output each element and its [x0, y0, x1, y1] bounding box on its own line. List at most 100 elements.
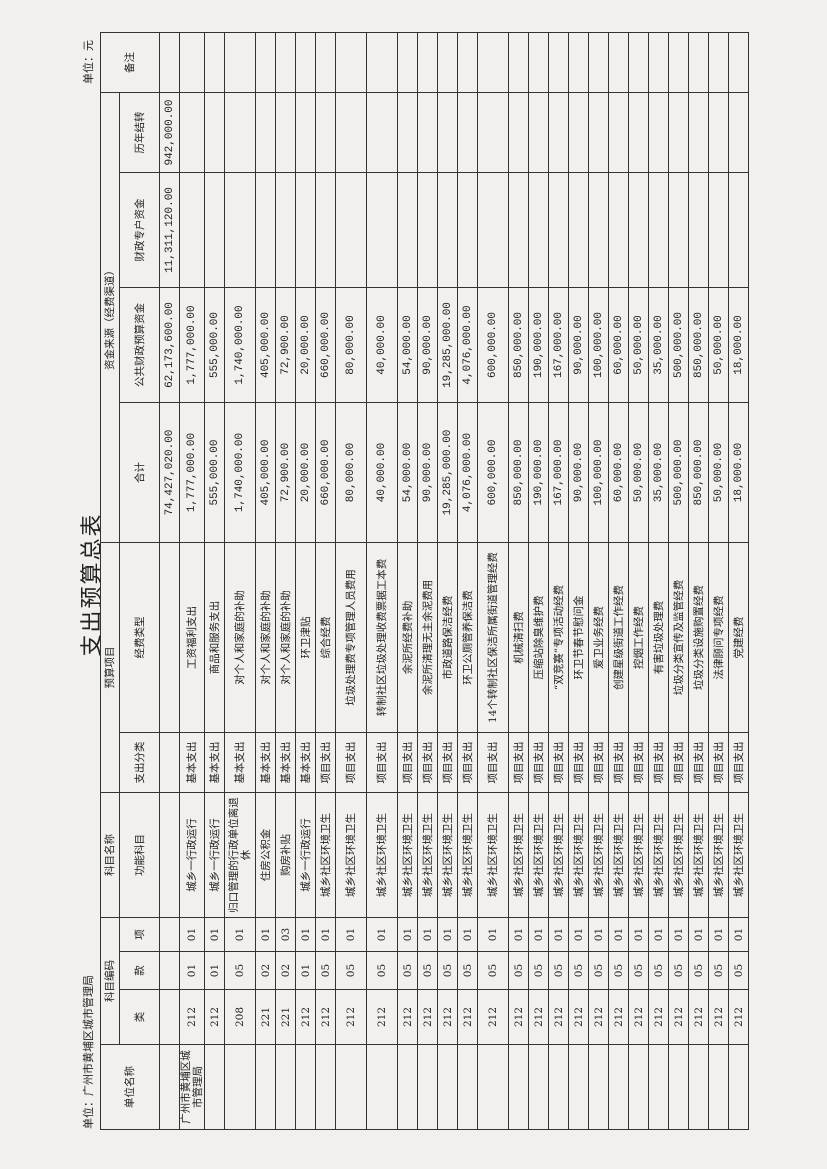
remark-cell	[728, 32, 749, 93]
kuan-cell: 05	[608, 951, 629, 990]
public-budget-cell: 90,000.00	[568, 287, 589, 403]
special-account-cell	[568, 172, 589, 288]
special-account-cell	[275, 172, 296, 288]
table-row: 212 05 01 城乡社区环境卫生 项目支出 垃圾处理费专项管理人员费用 80,000.0…	[335, 32, 367, 1130]
carryover-cell	[437, 92, 458, 173]
carryover-cell	[648, 92, 669, 173]
xiang-cell: 01	[568, 917, 589, 952]
xiang-cell: 01	[204, 917, 225, 952]
total-cell: 60,000.00	[608, 402, 629, 543]
public-budget-cell: 72,900.00	[275, 287, 296, 403]
special-account-cell	[397, 172, 418, 288]
special-account-cell	[295, 172, 316, 288]
remark-cell	[477, 32, 509, 93]
xiang-cell: 01	[179, 917, 205, 952]
special-account-cell	[315, 172, 336, 288]
total-cell: 167,000.00	[548, 402, 569, 543]
xiang-cell: 01	[608, 917, 629, 952]
function-subject-cell: 城乡社区环境卫生	[628, 792, 649, 918]
special-account-cell	[708, 172, 729, 288]
public-budget-cell: 80,000.00	[335, 287, 367, 403]
expense-class-cell: 基本支出	[295, 732, 316, 793]
header-unit-name: 单位名称	[100, 1044, 160, 1130]
fund-type-cell: 对个人和家庭的补助	[275, 542, 296, 733]
public-budget-cell: 660,000.00	[315, 287, 336, 403]
lei-cell: 212	[437, 989, 458, 1045]
carryover-cell	[668, 92, 689, 173]
public-budget-cell: 40,000.00	[366, 287, 398, 403]
special-account-cell	[688, 172, 709, 288]
unit-name-cell	[397, 1044, 418, 1130]
expense-class-cell: 基本支出	[179, 732, 205, 793]
function-subject-cell: 城乡社区环境卫生	[457, 792, 478, 918]
unit-name-cell	[457, 1044, 478, 1130]
table-row: 212 05 01 城乡社区环境卫生 项目支出 垃圾分类设施购置经费 850,000.00 8…	[688, 32, 709, 1130]
expense-class-cell: 项目支出	[648, 732, 669, 793]
table-row: 212 05 01 城乡社区环境卫生 项目支出 党建经费 18,000.00 18,000.0…	[728, 32, 749, 1130]
total-cell: 600,000.00	[477, 402, 509, 543]
expense-class-cell: 项目支出	[417, 732, 438, 793]
header-expense-class: 支出分类	[119, 732, 160, 793]
function-subject-cell: 住房公积金	[255, 792, 276, 918]
table-row: 212 05 01 城乡社区环境卫生 项目支出 法律顾问专项经费 50,000.00 50,0…	[708, 32, 729, 1130]
function-subject-cell: 城乡社区环境卫生	[548, 792, 569, 918]
remark-cell	[204, 32, 225, 93]
fund-type-cell: 环卫节春节慰问金	[568, 542, 589, 733]
public-budget-cell: 555,000.00	[204, 287, 225, 403]
xiang-cell: 03	[275, 917, 296, 952]
fund-type-cell: 对个人和家庭的补助	[224, 542, 256, 733]
function-subject-cell: 城乡社区环境卫生	[397, 792, 418, 918]
function-subject-cell: 城乡一行政运行	[295, 792, 316, 918]
special-account-cell	[528, 172, 549, 288]
carryover-cell	[179, 92, 205, 173]
fund-type-cell: 爱卫业务经费	[588, 542, 609, 733]
special-account-cell	[508, 172, 529, 288]
table-row: 221 02 01 住房公积金 基本支出 对个人和家庭的补助 405,000.00 405,0…	[255, 32, 276, 1130]
lei-cell: 212	[508, 989, 529, 1045]
carryover-cell	[708, 92, 729, 173]
fund-type-cell: 垃圾分类设施购置经费	[688, 542, 709, 733]
kuan-cell: 05	[668, 951, 689, 990]
expense-class-cell: 项目支出	[728, 732, 749, 793]
total-cell: 20,000.00	[295, 402, 316, 543]
table-row: 212 01 01 城乡一行政运行 基本支出 商品和服务支出 555,000.00 555,0…	[204, 32, 225, 1130]
carryover-cell	[457, 92, 478, 173]
table-row: 212 05 01 城乡社区环境卫生 项目支出 余泥所清理无主余泥费用 90,000.00 9…	[417, 32, 438, 1130]
carryover-cell	[417, 92, 438, 173]
public-budget-cell: 850,000.00	[688, 287, 709, 403]
unit-name-cell	[648, 1044, 669, 1130]
lei-cell: 212	[315, 989, 336, 1045]
unit-label: 单位：广州市黄埔区城市管理局	[82, 975, 95, 1129]
lei-cell: 212	[204, 989, 225, 1045]
function-subject-cell: 城乡社区环境卫生	[568, 792, 589, 918]
carryover-cell	[628, 92, 649, 173]
special-account-cell	[608, 172, 629, 288]
function-subject-cell: 城乡社区环境卫生	[648, 792, 669, 918]
total-cell: 850,000.00	[508, 402, 529, 543]
xiang-cell: 01	[397, 917, 418, 952]
expense-class-cell: 项目支出	[437, 732, 458, 793]
header-function-subject: 功能科目	[119, 792, 160, 918]
header-subject-code: 科目编码	[100, 917, 120, 1045]
fund-type-cell: 余泥所经费补助	[397, 542, 418, 733]
carryover-cell	[224, 92, 256, 173]
remark-cell	[668, 32, 689, 93]
table-row: 212 05 01 城乡社区环境卫生 项目支出 爱卫业务经费 100,000.00 100,0…	[588, 32, 609, 1130]
remark-cell	[366, 32, 398, 93]
total-cell: 50,000.00	[628, 402, 649, 543]
special-account-cell	[437, 172, 458, 288]
remark-cell	[295, 32, 316, 93]
special-account-cell	[417, 172, 438, 288]
header-fund-type: 经费类型	[119, 542, 160, 733]
function-subject-cell: 城乡一行政运行	[179, 792, 205, 918]
remark-cell	[528, 32, 549, 93]
fund-type-cell: 机械清扫费	[508, 542, 529, 733]
lei-cell: 212	[295, 989, 316, 1045]
expense-class-cell: 项目支出	[608, 732, 629, 793]
function-subject-cell: 城乡社区环境卫生	[417, 792, 438, 918]
table-row: 212 05 01 城乡社区环境卫生 项目支出 综合经费 660,000.00 660,000…	[315, 32, 336, 1130]
lei-cell: 208	[224, 989, 256, 1045]
carryover-cell	[688, 92, 709, 173]
fund-type-cell: 环卫津贴	[295, 542, 316, 733]
special-account-cell	[366, 172, 398, 288]
